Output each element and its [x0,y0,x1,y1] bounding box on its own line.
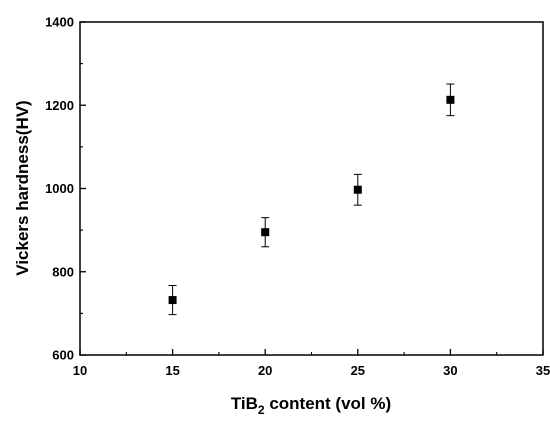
y-tick-label: 1200 [45,98,74,113]
data-point [168,296,177,305]
data-point [261,228,270,237]
y-axis-title: Vickers hardness(HV) [13,100,32,275]
y-tick-label: 1400 [45,15,74,30]
x-tick-label: 35 [536,363,550,378]
x-axis-title: TiB2 content (vol %) [231,394,391,417]
x-tick-label: 30 [443,363,457,378]
error-bars [168,83,455,316]
y-tick-label: 800 [52,264,74,279]
x-axis-tick-labels: 10 15 20 25 30 35 [73,363,550,378]
y-axis-ticks [80,21,86,356]
data-point [353,185,362,194]
y-axis-tick-labels: 600 800 1000 1200 1400 [45,15,74,363]
data-point [446,95,455,104]
x-tick-label: 20 [258,363,272,378]
x-axis-ticks [79,349,544,355]
x-tick-label: 15 [165,363,179,378]
y-tick-label: 600 [52,348,74,363]
x-tick-label: 25 [351,363,365,378]
x-tick-label: 10 [73,363,87,378]
plot-frame [79,21,544,356]
data-points [168,95,455,305]
y-tick-label: 1000 [45,181,74,196]
